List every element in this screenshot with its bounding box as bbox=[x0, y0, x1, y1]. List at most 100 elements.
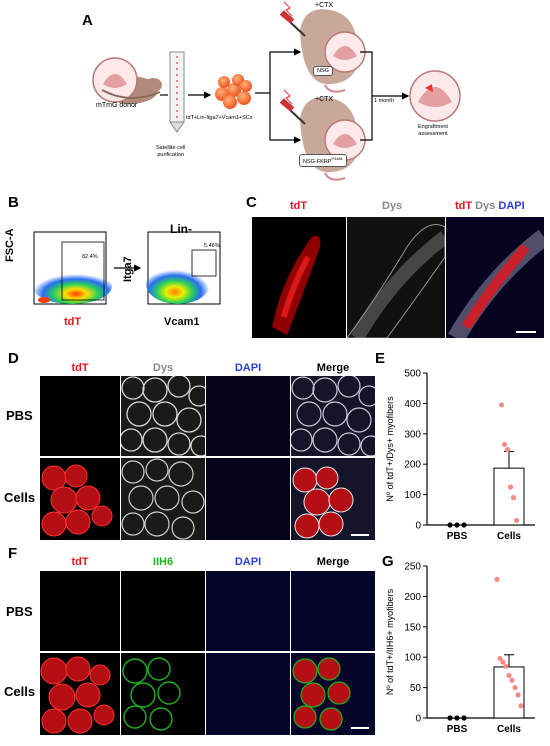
c-label-dys: Dys bbox=[382, 200, 403, 212]
ctx-label-top: +CTX bbox=[315, 2, 334, 9]
flow-plot2-ylabel: Itga7 bbox=[122, 256, 134, 282]
chart-g-ytick-label: 100 bbox=[404, 653, 421, 664]
flow-plot1-gate: 82.4% bbox=[82, 254, 98, 260]
f-row-cells: Cells bbox=[4, 684, 36, 699]
d-img-cells-tdt bbox=[40, 458, 120, 540]
chart-g-point bbox=[461, 715, 467, 721]
f-img-cells-tdt bbox=[40, 653, 120, 735]
d-img-cells-merge bbox=[291, 458, 375, 540]
purification-label: Satellite cell purification bbox=[156, 145, 186, 159]
panel-label-a: A bbox=[82, 12, 93, 29]
chart-e-ytick-label: 0 bbox=[415, 521, 421, 532]
f-img-pbs-merge bbox=[291, 571, 375, 651]
d-img-pbs-tdt bbox=[40, 376, 120, 456]
chart-g-xtick-label: Cells bbox=[497, 724, 521, 735]
d-img-pbs-merge bbox=[291, 376, 375, 456]
c-label-tdt: tdT bbox=[290, 200, 308, 212]
chart-e-point bbox=[498, 402, 505, 408]
chart-g-point bbox=[500, 659, 506, 665]
chart-g-ytick-label: 150 bbox=[404, 622, 421, 633]
d-img-pbs-dys bbox=[121, 376, 205, 456]
chart-g-ytick-label: 250 bbox=[404, 562, 421, 573]
panel-label-b: B bbox=[8, 194, 19, 211]
panel-label-g: G bbox=[382, 553, 394, 570]
chart-e-ytick-label: 100 bbox=[404, 490, 421, 501]
d-col-dapi: DAPI bbox=[234, 362, 262, 374]
chart-g-point bbox=[497, 655, 503, 662]
f-img-cells-iih6 bbox=[121, 653, 205, 735]
chart-e-ytick-label: 500 bbox=[404, 369, 421, 380]
flow-cytometry-plots bbox=[32, 231, 221, 305]
chart-g-ytick-label: 50 bbox=[410, 683, 422, 694]
d-img-cells-dapi bbox=[206, 458, 290, 540]
f-img-pbs-tdt bbox=[40, 571, 120, 651]
chart-g-ylabel: Nº of tdT+/IIH6+ myofibers bbox=[385, 588, 395, 695]
satellite-cells-icon bbox=[215, 74, 252, 109]
panel-label-f: F bbox=[8, 545, 18, 562]
chart-g: 0 50 100 150 200 250 PBS Cells Nº of tdT+/IIH6+ … bbox=[385, 562, 535, 735]
chart-e-point bbox=[513, 517, 520, 524]
chart-e-point bbox=[507, 484, 514, 490]
chart-e-point bbox=[504, 447, 511, 453]
c-label-merge: tdT Dys DAPI bbox=[455, 200, 525, 212]
chart-g-point bbox=[518, 703, 524, 709]
purification-tube-icon bbox=[169, 51, 185, 133]
chart-g-point bbox=[506, 672, 512, 679]
chart-e-ytick-label: 300 bbox=[404, 429, 421, 440]
mouse-label-nsg: NSG bbox=[313, 66, 333, 76]
panel-label-d: D bbox=[8, 350, 19, 367]
flow-plot1-xlabel: tdT bbox=[64, 316, 82, 328]
chart-g-point bbox=[509, 677, 515, 683]
panel-label-e: E bbox=[375, 350, 386, 367]
chart-g-point bbox=[503, 663, 509, 669]
chart-e-bar-cells bbox=[493, 467, 525, 526]
schematic-diagram bbox=[92, 1, 461, 181]
f-img-cells-merge bbox=[291, 653, 375, 735]
engraftment-muscle-icon bbox=[409, 70, 461, 122]
chart-e-ytick-label: 200 bbox=[404, 460, 421, 471]
flow-plot1-ylabel: FSC-A bbox=[4, 228, 16, 262]
chart-g-point bbox=[454, 715, 460, 721]
chart-e-point bbox=[510, 495, 517, 501]
chart-e-point bbox=[501, 441, 508, 448]
chart-g-point bbox=[512, 685, 518, 691]
chart-e-point bbox=[454, 522, 460, 528]
c-image-merge bbox=[446, 217, 544, 338]
nsg-mouse-icon bbox=[279, 1, 366, 93]
d-row-pbs: PBS bbox=[6, 408, 33, 423]
c-image-tdt bbox=[252, 217, 346, 338]
d-img-pbs-dapi bbox=[206, 376, 290, 456]
panel-label-c: C bbox=[246, 194, 257, 211]
chart-e-point bbox=[447, 522, 453, 528]
c-image-dys bbox=[347, 217, 445, 338]
mouse-label-nsg-fkrp: NSG-FKRPP448L bbox=[299, 154, 347, 167]
flow-plot2-gate: 5.46% bbox=[204, 243, 220, 249]
chart-e-ylabel: Nº of tdT+/Dys+ myofibers bbox=[385, 396, 395, 502]
chart-g-point bbox=[515, 692, 521, 698]
d-col-tdt: tdT bbox=[71, 362, 89, 374]
chart-g-point bbox=[447, 715, 453, 721]
donor-label: mTmG donor bbox=[96, 102, 138, 109]
f-col-iih6: IIH6 bbox=[152, 556, 174, 568]
f-col-tdt: tdT bbox=[71, 556, 89, 568]
time-label: 1 month bbox=[374, 98, 394, 104]
chart-e-xtick-label: PBS bbox=[447, 531, 468, 542]
chart-g-ytick-label: 0 bbox=[415, 714, 421, 725]
chart-e-point bbox=[461, 522, 467, 528]
flow-plot2-title: Lin- bbox=[170, 222, 192, 236]
d-img-cells-dys bbox=[121, 458, 205, 540]
chart-e: 0 100 200 300 400 500 PBS Cells Nº of tdT+/Dys+ … bbox=[385, 369, 535, 542]
f-img-pbs-dapi bbox=[206, 571, 290, 651]
cell-type-label: tdT+Lin-Itga7+Vcam1+SCs bbox=[186, 115, 253, 121]
chart-e-xtick-label: Cells bbox=[497, 531, 521, 542]
chart-g-xtick-label: PBS bbox=[447, 724, 468, 735]
d-row-cells: Cells bbox=[4, 490, 36, 505]
assessment-label: Engraftment assessment bbox=[418, 124, 448, 138]
f-img-pbs-iih6 bbox=[121, 571, 205, 651]
f-row-pbs: PBS bbox=[6, 604, 33, 619]
chart-g-ytick-label: 200 bbox=[404, 592, 421, 603]
f-col-merge: Merge bbox=[316, 556, 350, 568]
d-col-merge: Merge bbox=[316, 362, 350, 374]
donor-mouse-icon bbox=[92, 57, 162, 104]
d-col-dys: Dys bbox=[152, 362, 174, 374]
